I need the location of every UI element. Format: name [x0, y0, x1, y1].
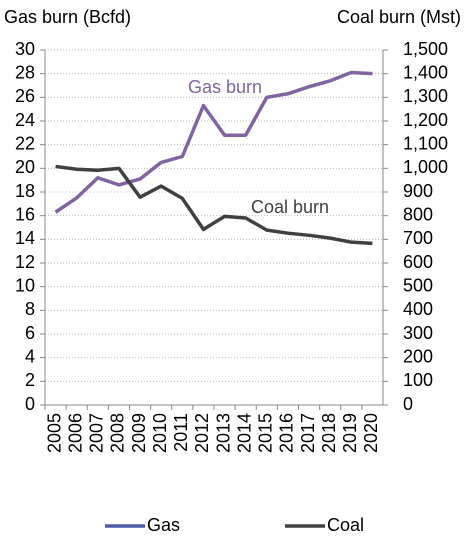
x-tick-label: 2017 — [298, 413, 318, 453]
x-tick-label: 2019 — [340, 413, 360, 453]
y2-tick-label: 900 — [403, 181, 433, 201]
y2-tick-label: 400 — [403, 299, 433, 319]
y-tick-label: 0 — [25, 394, 35, 414]
y-tick-label: 2 — [25, 370, 35, 390]
y2-tick-label: 300 — [403, 323, 433, 343]
y2-tick-label: 500 — [403, 275, 433, 295]
y-tick-label: 6 — [25, 323, 35, 343]
legend-label: Coal — [327, 515, 364, 535]
legend-label: Gas — [147, 515, 180, 535]
y2-tick-label: 1,500 — [403, 39, 448, 59]
y-tick-label: 8 — [25, 299, 35, 319]
y-tick-label: 26 — [15, 86, 35, 106]
y2-tick-label: 1,000 — [403, 157, 448, 177]
y2-axis-title: Coal burn (Mst) — [337, 7, 461, 27]
y-tick-label: 14 — [15, 228, 35, 248]
x-tick-label: 2020 — [361, 413, 381, 453]
series-line — [54, 70, 373, 214]
y-tick-label: 20 — [15, 157, 35, 177]
y-tick-label: 30 — [15, 39, 35, 59]
y2-tick-label: 1,400 — [403, 62, 448, 82]
x-tick-label: 2009 — [129, 413, 149, 453]
series-line — [55, 164, 373, 246]
annotation: Coal burn — [251, 197, 329, 217]
y2-tick-label: 200 — [403, 346, 433, 366]
x-tick-label: 2010 — [150, 413, 170, 453]
y2-tick-label: 0 — [403, 394, 413, 414]
x-tick-label: 2008 — [108, 413, 128, 453]
x-tick-label: 2014 — [234, 413, 254, 453]
y2-tick-label: 1,200 — [403, 110, 448, 130]
x-tick-label: 2011 — [171, 413, 191, 452]
y-tick-label: 28 — [15, 62, 35, 82]
y-tick-label: 18 — [15, 181, 35, 201]
x-tick-label: 2007 — [87, 413, 107, 453]
y-axis-title: Gas burn (Bcfd) — [4, 7, 131, 27]
y2-tick-label: 800 — [403, 204, 433, 224]
x-tick-label: 2013 — [213, 413, 233, 453]
x-tick-label: 2015 — [256, 413, 276, 453]
x-tick-label: 2016 — [277, 413, 297, 453]
y-tick-label: 16 — [15, 204, 35, 224]
x-tick-label: 2006 — [65, 413, 85, 453]
y2-tick-label: 1,300 — [403, 86, 448, 106]
x-tick-label: 2005 — [44, 413, 64, 453]
y2-tick-label: 100 — [403, 370, 433, 390]
y2-tick-label: 700 — [403, 228, 433, 248]
x-tick-label: 2012 — [192, 413, 212, 453]
y-tick-label: 12 — [15, 252, 35, 272]
annotation: Gas burn — [188, 77, 262, 97]
y2-tick-label: 1,100 — [403, 133, 448, 153]
x-tick-label: 2018 — [319, 413, 339, 453]
y-tick-label: 10 — [15, 275, 35, 295]
y-tick-label: 24 — [15, 110, 35, 130]
y-tick-label: 22 — [15, 133, 35, 153]
y-tick-label: 4 — [25, 346, 35, 366]
y2-tick-label: 600 — [403, 252, 433, 272]
